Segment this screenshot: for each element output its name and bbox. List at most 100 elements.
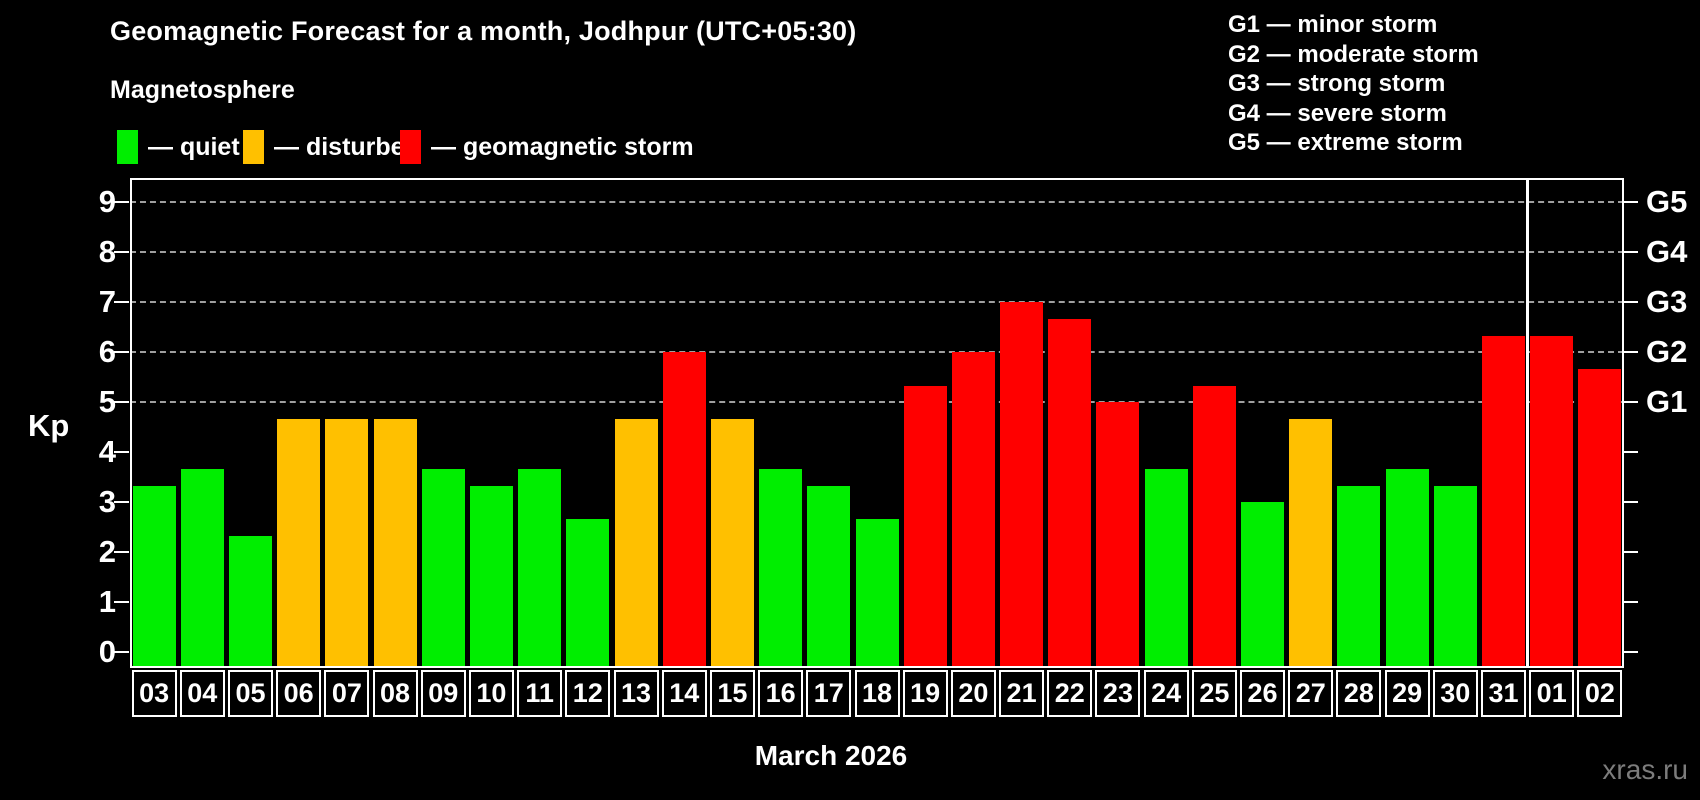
bar-day-04 <box>180 468 224 668</box>
y-axis-tick-right-1 <box>1623 601 1638 603</box>
day-label-09: 09 <box>420 670 466 717</box>
day-label-29: 29 <box>1384 670 1430 717</box>
day-label-16: 16 <box>758 670 804 717</box>
y-axis-tick-left-6 <box>114 351 129 353</box>
x-axis-title: March 2026 <box>754 740 908 771</box>
day-label-01: 01 <box>1529 670 1575 717</box>
day-label-12: 12 <box>565 670 611 717</box>
bar-day-24 <box>1144 468 1188 668</box>
day-label-04: 04 <box>179 670 225 717</box>
legend-item-storm: — geomagnetic storm <box>400 130 694 164</box>
y-axis-tick-right-4 <box>1623 451 1638 453</box>
y-axis-tick-right-3 <box>1623 501 1638 503</box>
bar-day-18 <box>855 518 899 668</box>
bar-day-20 <box>951 352 995 668</box>
y-axis-tick-left-8 <box>114 251 129 253</box>
day-label-24: 24 <box>1143 670 1189 717</box>
bar-day-26 <box>1241 502 1285 668</box>
day-label-26: 26 <box>1240 670 1286 717</box>
legend-label-storm: — geomagnetic storm <box>431 132 694 161</box>
bar-day-03 <box>132 485 176 668</box>
y-tick-label-8: 8 <box>98 234 116 269</box>
day-label-10: 10 <box>468 670 514 717</box>
day-label-17: 17 <box>806 670 852 717</box>
watermark: xras.ru <box>1602 754 1688 785</box>
y-tick-label-3: 3 <box>98 484 116 519</box>
bar-day-29 <box>1385 468 1429 668</box>
day-label-07: 07 <box>324 670 370 717</box>
day-label-20: 20 <box>950 670 996 717</box>
legend-item-quiet: — quiet <box>117 130 240 164</box>
bar-day-14 <box>662 352 706 668</box>
bar-day-09 <box>421 468 465 668</box>
bar-day-22 <box>1048 318 1092 668</box>
y-tick-label-1: 1 <box>98 584 116 619</box>
y-axis-tick-right-6 <box>1623 351 1638 353</box>
day-label-03: 03 <box>131 670 177 717</box>
g-axis-label-g5: G5 <box>1646 184 1688 219</box>
day-label-31: 31 <box>1481 670 1527 717</box>
bar-day-02 <box>1578 368 1622 668</box>
bar-day-27 <box>1289 418 1333 668</box>
bar-day-12 <box>566 518 610 668</box>
bar-day-21 <box>1000 302 1044 668</box>
legend-label-disturbed: — disturbed <box>274 132 420 161</box>
bar-day-30 <box>1433 485 1477 668</box>
legend-item-disturbed: — disturbed <box>243 130 420 164</box>
g-legend-line-g2: G2 — moderate storm <box>1228 40 1479 68</box>
day-label-25: 25 <box>1191 670 1237 717</box>
bar-day-05 <box>228 535 272 668</box>
g-legend-line-g5: G5 — extreme storm <box>1228 129 1463 156</box>
plot-area <box>130 178 1624 668</box>
y-axis-tick-left-3 <box>114 501 129 503</box>
day-label-02: 02 <box>1577 670 1623 717</box>
y-tick-label-9: 9 <box>98 184 116 219</box>
bar-day-06 <box>277 418 321 668</box>
chart-subtitle: Magnetosphere <box>110 76 295 104</box>
y-axis-title: Kp <box>28 408 70 443</box>
y-axis-tick-right-2 <box>1623 551 1638 553</box>
y-tick-label-7: 7 <box>98 284 116 319</box>
y-tick-label-5: 5 <box>98 384 116 419</box>
day-label-14: 14 <box>661 670 707 717</box>
gridline-kp9 <box>130 201 1624 203</box>
day-label-30: 30 <box>1432 670 1478 717</box>
y-axis-tick-right-9 <box>1623 201 1638 203</box>
g-axis-label-g3: G3 <box>1646 284 1688 319</box>
bar-day-07 <box>325 418 369 668</box>
y-axis-tick-left-4 <box>114 451 129 453</box>
bar-day-28 <box>1337 485 1381 668</box>
g-legend-line-g4: G4 — severe storm <box>1228 99 1447 127</box>
day-label-21: 21 <box>999 670 1045 717</box>
bar-day-11 <box>518 468 562 668</box>
y-axis-tick-left-1 <box>114 601 129 603</box>
month-separator-line <box>1526 178 1530 668</box>
day-label-22: 22 <box>1047 670 1093 717</box>
bar-day-08 <box>373 418 417 668</box>
y-axis-tick-left-7 <box>114 301 129 303</box>
day-label-11: 11 <box>517 670 563 717</box>
day-label-23: 23 <box>1095 670 1141 717</box>
bar-day-17 <box>807 485 851 668</box>
bar-day-01 <box>1530 335 1574 668</box>
legend-label-quiet: — quiet <box>148 132 240 161</box>
day-label-05: 05 <box>227 670 273 717</box>
y-tick-label-0: 0 <box>98 634 116 669</box>
quiet-swatch-icon <box>117 130 138 164</box>
g-scale-legend: G1 — minor storm G2 — moderate storm G3 … <box>1228 10 1479 158</box>
g-axis-label-g1: G1 <box>1646 384 1688 419</box>
bar-day-10 <box>469 485 513 668</box>
y-axis-tick-right-5 <box>1623 401 1638 403</box>
bar-day-25 <box>1192 385 1236 668</box>
gridline-kp8 <box>130 251 1624 253</box>
g-legend-line-g1: G1 — minor storm <box>1228 11 1438 38</box>
gridline-kp5 <box>130 401 1624 403</box>
y-tick-label-2: 2 <box>98 534 116 569</box>
day-label-18: 18 <box>854 670 900 717</box>
y-axis-tick-left-9 <box>114 201 129 203</box>
day-label-08: 08 <box>372 670 418 717</box>
day-label-27: 27 <box>1288 670 1334 717</box>
storm-swatch-icon <box>400 130 421 164</box>
bar-day-19 <box>903 385 947 668</box>
